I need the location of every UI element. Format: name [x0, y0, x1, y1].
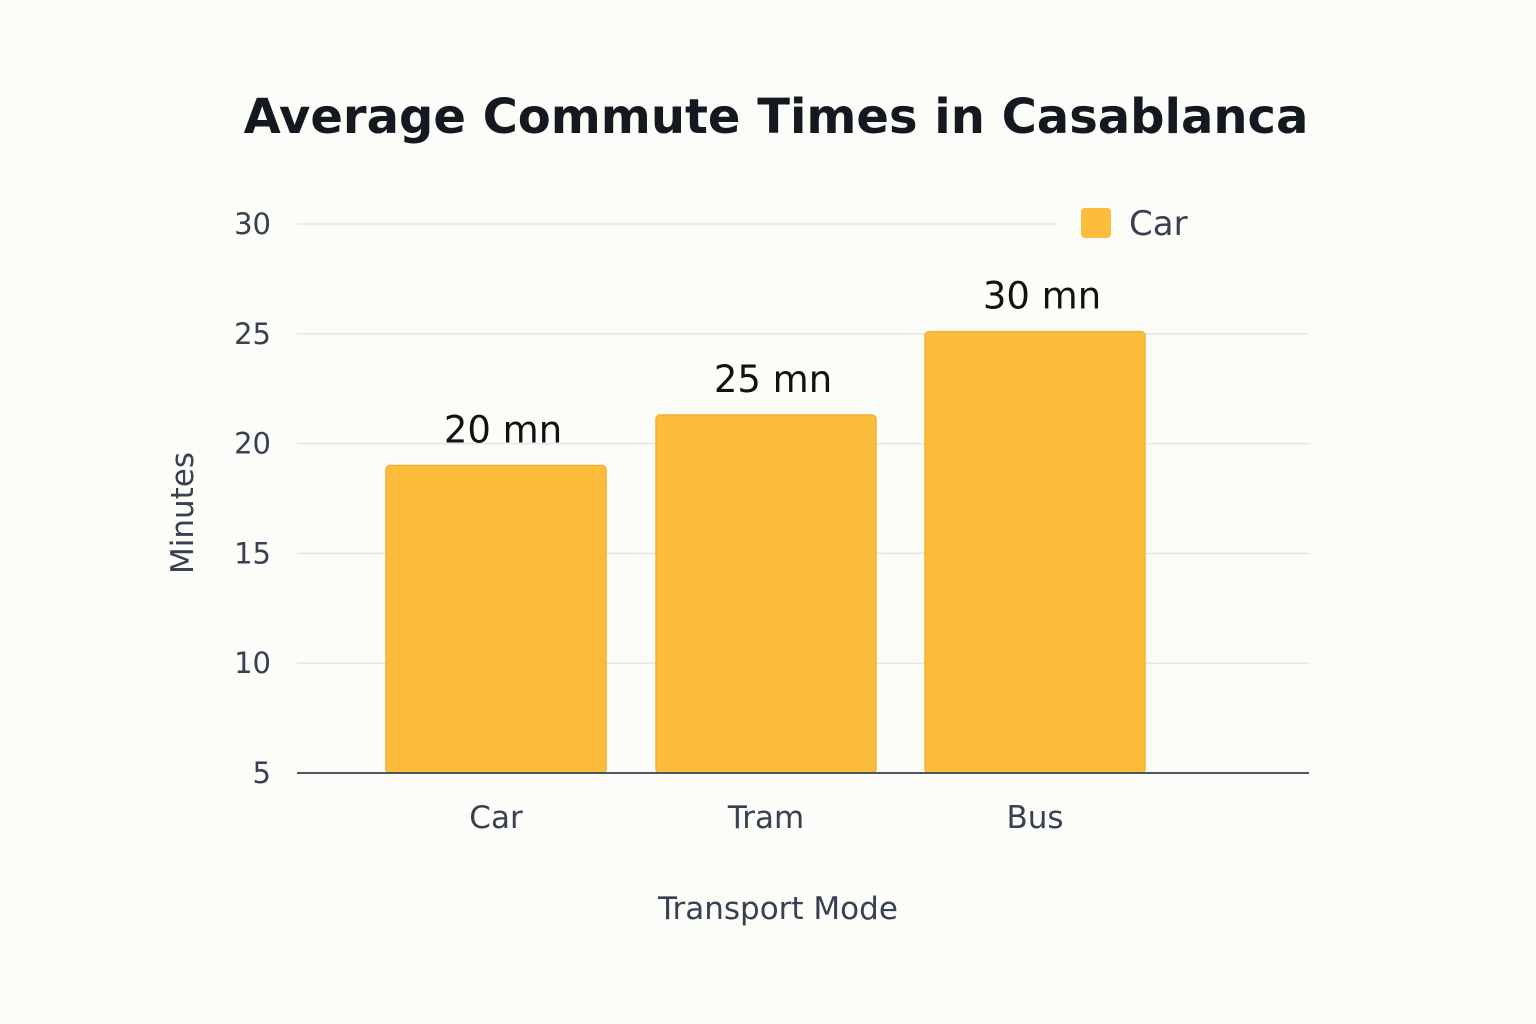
y-tick-label: 30	[234, 207, 271, 241]
bars	[385, 330, 1146, 774]
legend-label: Car	[1129, 204, 1188, 244]
y-tick-label: 25	[234, 317, 271, 351]
bar-bus	[924, 330, 1146, 774]
x-axis-title: Transport Mode	[657, 891, 898, 927]
data-label-tram: 25 mn	[714, 358, 832, 401]
chart-title: Average Commute Times in Casablanca	[244, 89, 1309, 145]
y-axis-title: Minutes	[165, 452, 201, 574]
legend: Car	[1081, 204, 1188, 244]
bar-tram	[655, 414, 877, 774]
x-tick-label-car: Car	[469, 800, 523, 836]
y-tick-label: 10	[234, 646, 271, 680]
data-label-car: 20 mn	[444, 409, 562, 452]
x-axis-ticks: Car Tram Bus	[469, 800, 1063, 836]
bar-car	[385, 464, 607, 774]
data-labels: 20 mn 25 mn 30 mn	[444, 275, 1101, 452]
y-tick-label: 15	[234, 536, 271, 570]
data-label-bus: 30 mn	[983, 275, 1101, 318]
y-tick-label: 5	[253, 756, 271, 790]
x-tick-label-tram: Tram	[727, 800, 804, 836]
legend-swatch	[1081, 208, 1111, 238]
y-axis-ticks: 5 10 15 20 25 30	[234, 207, 271, 790]
y-tick-label: 20	[234, 427, 271, 461]
x-tick-label-bus: Bus	[1006, 800, 1063, 836]
